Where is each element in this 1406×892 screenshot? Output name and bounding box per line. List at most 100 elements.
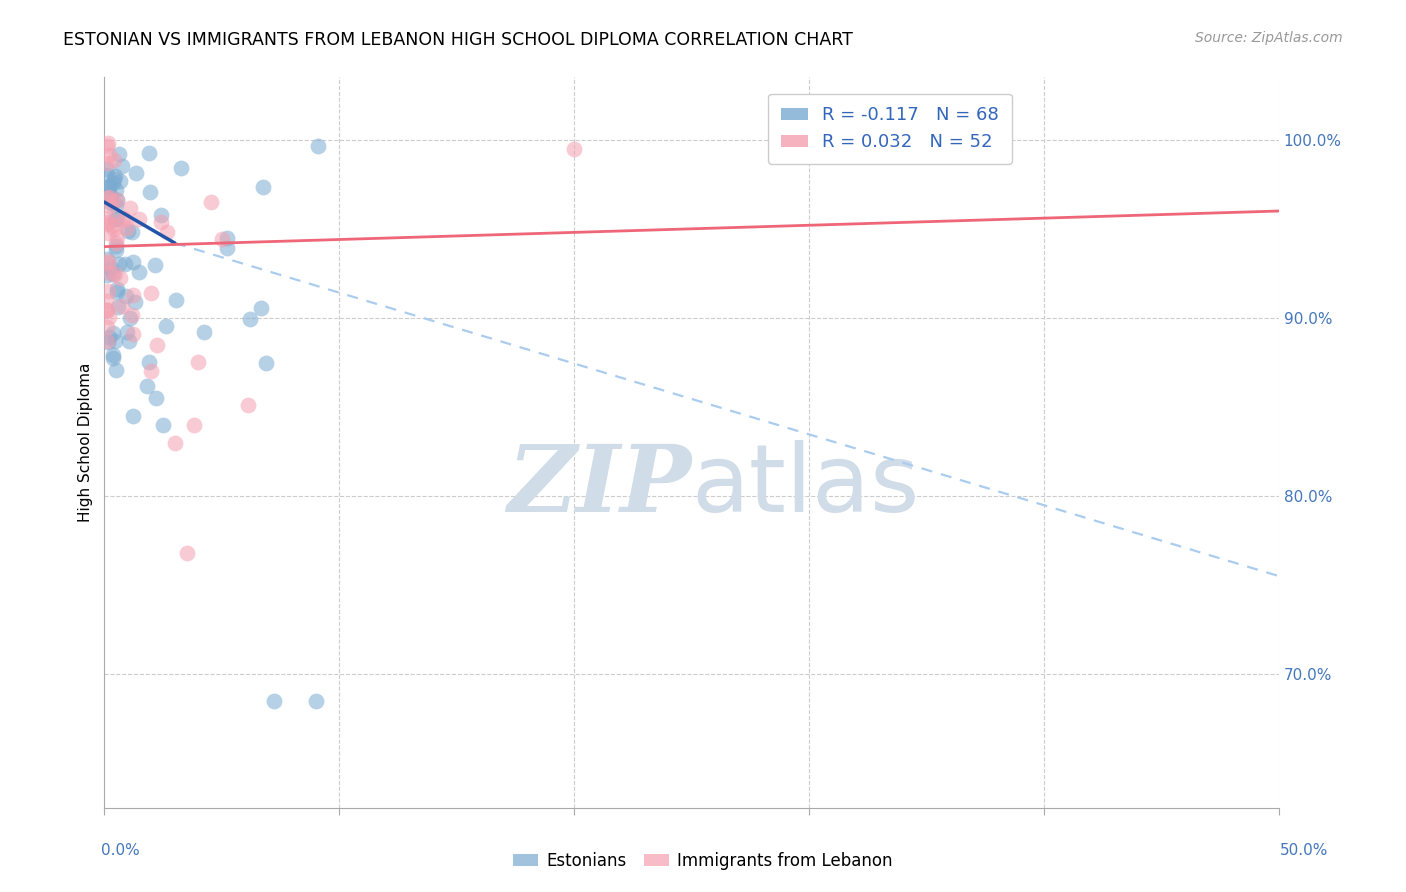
Legend: R = -0.117   N = 68, R = 0.032   N = 52: R = -0.117 N = 68, R = 0.032 N = 52 [768, 94, 1011, 164]
Text: Source: ZipAtlas.com: Source: ZipAtlas.com [1195, 31, 1343, 45]
Point [200, 195, 222, 210]
Point [128, 212, 150, 227]
Point [307, 138, 329, 153]
Text: 50.0%: 50.0% [1281, 843, 1329, 858]
Point [111, 299, 134, 313]
Point [101, 176, 124, 190]
Point [121, 288, 143, 302]
Point [96, 268, 118, 283]
Point [143, 258, 166, 272]
Point [117, 325, 139, 339]
Point [187, 355, 209, 369]
Legend: Estonians, Immigrants from Lebanon: Estonians, Immigrants from Lebanon [506, 846, 900, 877]
Point [104, 239, 127, 253]
Point [96, 139, 118, 153]
Text: atlas: atlas [692, 441, 920, 533]
Point [111, 159, 134, 173]
Point [138, 355, 160, 369]
Point [117, 334, 139, 348]
Point [101, 194, 124, 208]
Point [101, 267, 124, 281]
Point [108, 257, 131, 271]
Point [105, 211, 128, 226]
Point [124, 166, 146, 180]
Point [128, 265, 150, 279]
Point [149, 208, 172, 222]
Point [263, 694, 285, 708]
Point [121, 226, 143, 240]
Point [107, 300, 129, 314]
Point [104, 244, 127, 258]
Point [114, 289, 136, 303]
Point [120, 201, 142, 215]
Point [104, 334, 127, 348]
Point [97, 285, 120, 299]
Text: 0.0%: 0.0% [101, 843, 141, 858]
Point [121, 409, 143, 423]
Point [305, 694, 328, 708]
Point [104, 169, 127, 184]
Point [254, 357, 277, 371]
Point [103, 326, 125, 340]
Point [141, 364, 163, 378]
Point [163, 435, 186, 450]
Point [96, 191, 118, 205]
Point [145, 391, 167, 405]
Point [215, 241, 238, 255]
Point [121, 308, 143, 322]
Point [114, 213, 136, 227]
Point [211, 232, 233, 246]
Point [105, 235, 128, 250]
Point [252, 179, 274, 194]
Point [149, 215, 172, 229]
Point [117, 223, 139, 237]
Point [155, 318, 177, 333]
Point [562, 142, 585, 156]
Point [96, 184, 118, 198]
Point [96, 256, 118, 270]
Point [105, 229, 128, 244]
Point [135, 378, 157, 392]
Point [152, 417, 174, 432]
Point [97, 226, 120, 240]
Point [165, 293, 187, 307]
Point [103, 172, 125, 186]
Point [124, 294, 146, 309]
Point [96, 161, 118, 176]
Point [112, 211, 135, 226]
Point [100, 260, 122, 275]
Point [215, 231, 238, 245]
Point [96, 252, 118, 266]
Point [96, 214, 118, 228]
Point [139, 286, 162, 301]
Point [97, 136, 120, 150]
Point [97, 211, 120, 226]
Point [97, 330, 120, 344]
Point [105, 194, 128, 208]
Point [104, 362, 127, 376]
Point [238, 398, 260, 412]
Point [100, 188, 122, 202]
Point [138, 146, 160, 161]
Point [103, 153, 125, 168]
Point [105, 183, 128, 197]
Point [98, 178, 121, 193]
Point [107, 285, 129, 299]
Point [176, 546, 198, 560]
Point [96, 320, 118, 334]
Point [96, 217, 118, 231]
Point [96, 168, 118, 182]
Point [105, 282, 128, 296]
Point [118, 310, 141, 325]
Point [96, 303, 118, 318]
Point [98, 266, 121, 280]
Point [107, 193, 129, 207]
Point [122, 326, 145, 341]
Point [104, 267, 127, 281]
Point [96, 156, 118, 170]
Point [183, 417, 205, 432]
Point [98, 310, 121, 325]
Point [101, 348, 124, 362]
Point [110, 174, 132, 188]
Point [145, 338, 167, 352]
